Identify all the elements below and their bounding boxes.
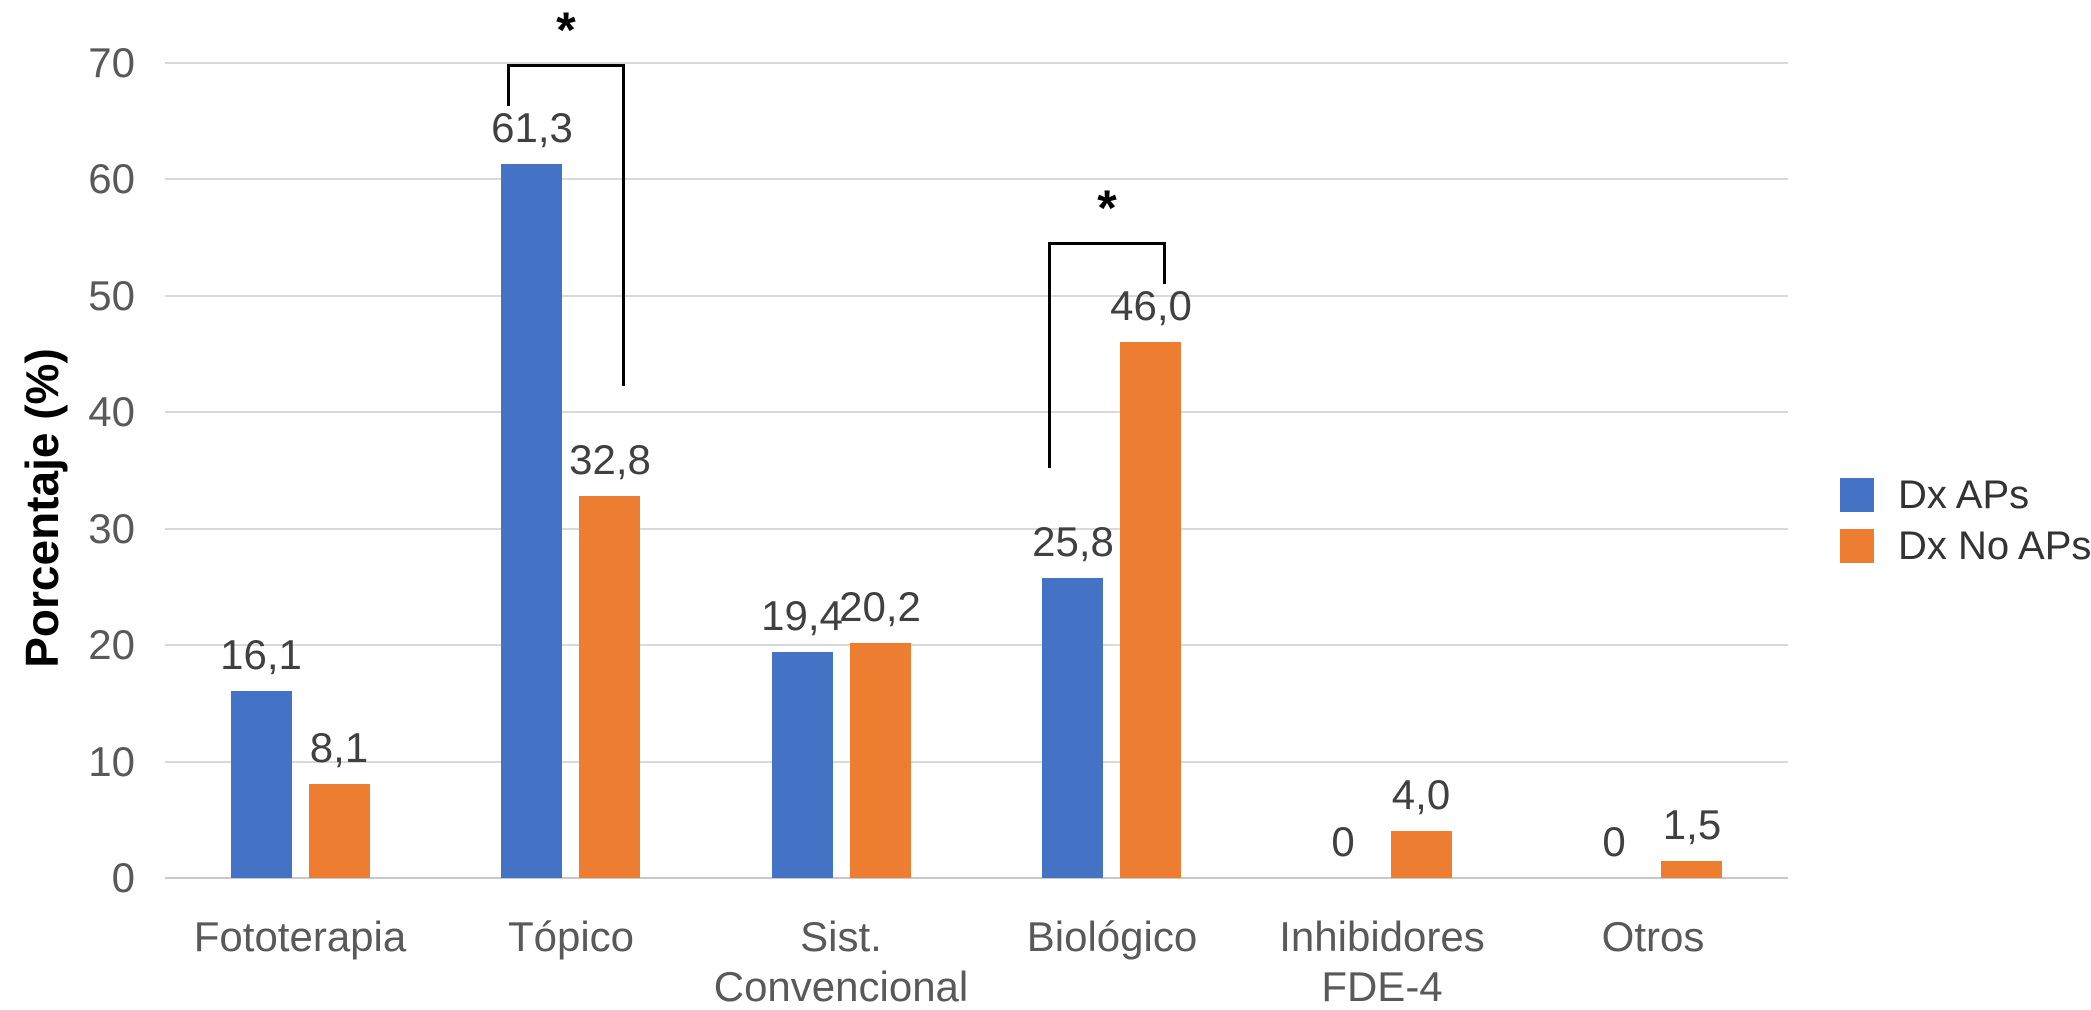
gridline [165,178,1788,180]
y-tick-label: 40 [88,388,135,435]
bar-value-label: 0 [1331,818,1355,865]
y-tick-label: 10 [88,738,135,785]
bar-value-label: 32,8 [569,436,651,483]
x-axis-label-line: Inhibidores [1279,913,1485,960]
bar-dx-no-aps [1391,831,1452,878]
gridline [165,62,1788,64]
significance-bracket-line [507,64,625,67]
bar-dx-aps [772,652,833,878]
x-axis-label-line: Tópico [507,913,635,960]
bar-value-label: 46,0 [1110,282,1192,329]
bar-dx-no-aps [850,643,911,878]
x-axis-label: Inhibidores FDE-4 [1222,912,1542,1010]
gridline [165,644,1788,646]
legend-swatch [1840,478,1874,512]
bar-value-label: 25,8 [1032,518,1114,565]
legend-label: Dx No APs [1898,524,2091,568]
bar-dx-no-aps [309,784,370,878]
bar-dx-aps [231,691,292,878]
x-axis-label: Sist. Convencional [681,912,1001,1010]
x-axis-label-line: FDE-4 [1321,963,1443,1010]
legend-label: Dx APs [1898,473,2030,517]
legend-swatch [1840,529,1874,563]
gridline [165,411,1788,413]
x-axis-label-line: Convencional [713,963,969,1010]
y-tick-label: 60 [88,155,135,202]
bar-value-label: 20,2 [839,583,921,630]
bar-dx-no-aps [1120,342,1181,878]
bar-value-label: 19,4 [761,592,843,639]
legend-item-dx-no-aps: Dx No APs [1840,526,2091,566]
bar-dx-no-aps [579,496,640,878]
x-axis-label: Tópico [411,912,731,962]
gridline [165,295,1788,297]
x-axis-label-line: Sist. [800,913,882,960]
significance-asterisk: * [1097,180,1117,236]
x-axis-label: Fototerapia [140,912,460,962]
legend-item-dx-aps: Dx APs [1840,475,2029,515]
x-axis-line [165,877,1788,879]
x-axis-label: Otros [1493,912,1813,962]
y-tick-label: 50 [88,272,135,319]
significance-bracket-line [1163,242,1166,284]
bar-value-label: 61,3 [491,104,573,151]
significance-bracket-line [1048,242,1166,245]
x-axis-label-line: Otros [1601,913,1705,960]
significance-asterisk: * [556,2,576,58]
bar-dx-aps [1042,578,1103,878]
x-axis-label-line: Biológico [1026,913,1198,960]
bar-value-label: 0 [1602,818,1626,865]
y-tick-label: 20 [88,621,135,668]
y-tick-label: 30 [88,505,135,552]
gridline [165,528,1788,530]
y-tick-label: 70 [88,39,135,86]
bar-dx-aps [501,164,562,878]
bar-value-label: 4,0 [1391,771,1451,818]
bar-value-label: 1,5 [1662,801,1722,848]
bar-value-label: 8,1 [309,724,369,771]
y-tick-label: 0 [111,854,135,901]
x-axis-label: Biológico [952,912,1272,962]
gridline [165,761,1788,763]
x-axis-label-line: Fototerapia [193,913,407,960]
bar-value-label: 16,1 [220,631,302,678]
significance-bracket-line [622,64,625,386]
significance-bracket-line [1048,242,1051,468]
bar-dx-no-aps [1661,861,1722,878]
significance-bracket-line [507,64,510,106]
